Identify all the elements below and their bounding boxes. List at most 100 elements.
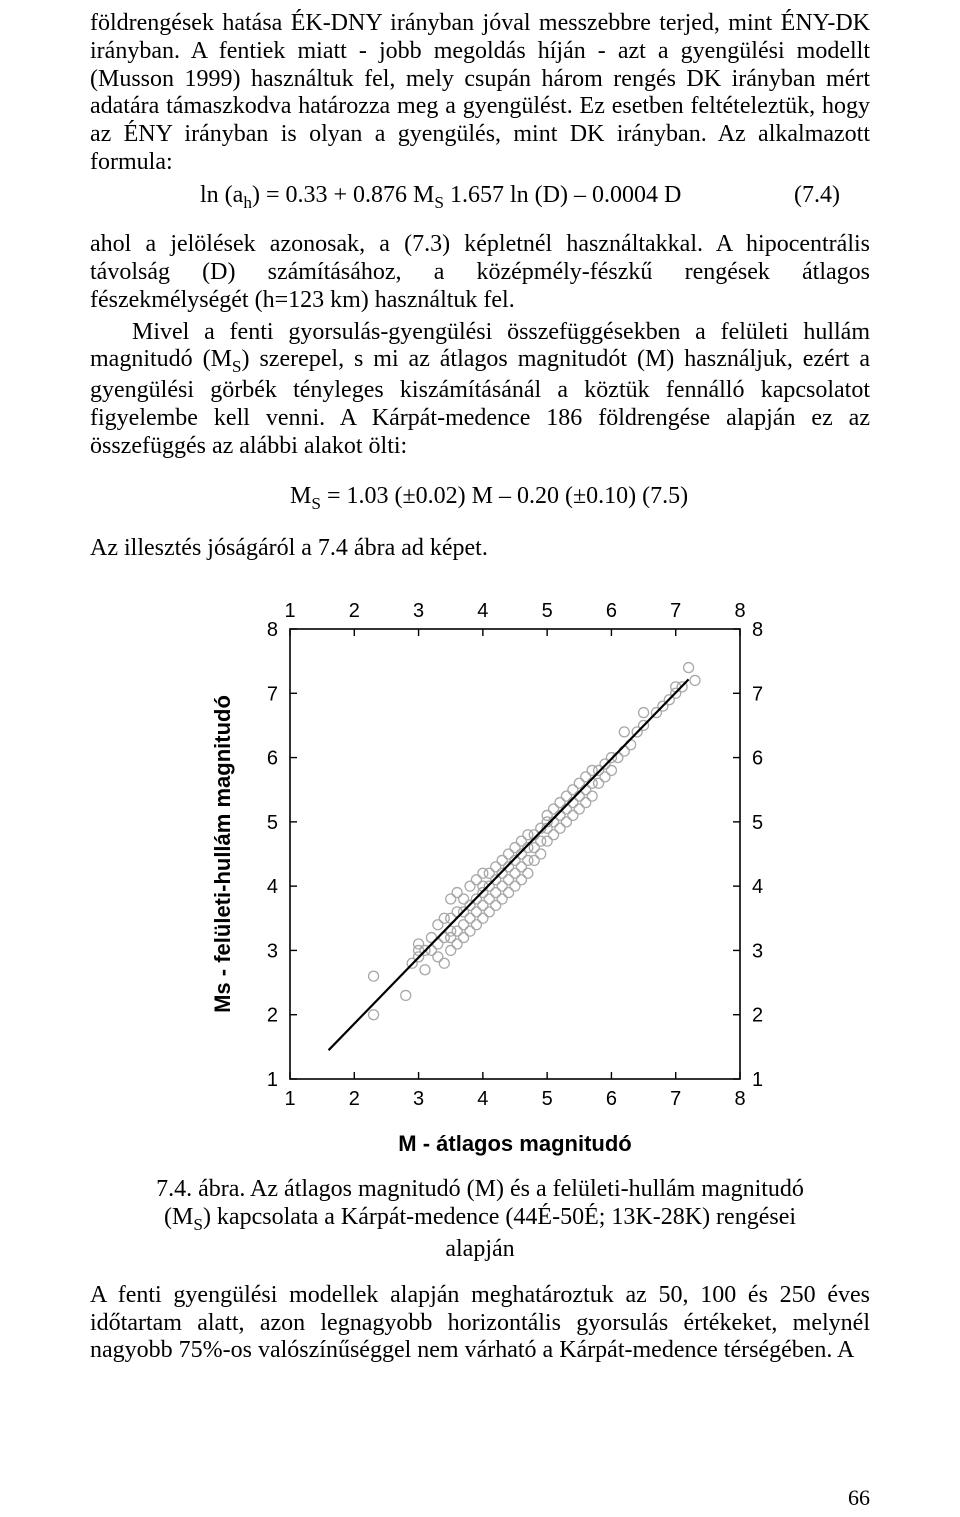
- data-point: [465, 913, 475, 923]
- data-point: [542, 836, 552, 846]
- y-tick-label: 8: [267, 619, 278, 641]
- data-point: [484, 907, 494, 917]
- x-tick-label: 5: [542, 1088, 553, 1110]
- formula-7-4-expr: ln (ah) = 0.33 + 0.876 MS 1.657 ln (D) –…: [200, 181, 681, 213]
- y-tick-label-right: 4: [752, 876, 763, 898]
- y-tick-label-right: 6: [752, 747, 763, 769]
- y-tick-label: 3: [267, 940, 278, 962]
- data-point: [516, 875, 526, 885]
- data-point: [471, 907, 481, 917]
- data-point: [497, 881, 507, 891]
- paragraph-1: földrengések hatása ÉK-DNY irányban jóva…: [90, 10, 870, 177]
- data-point: [587, 791, 597, 801]
- data-point: [465, 926, 475, 936]
- data-point: [491, 887, 501, 897]
- formula-7-4-number: (7.4): [794, 181, 870, 209]
- x-tick-label-top: 5: [542, 600, 553, 622]
- paragraph-2a: ahol a jelölések azonosak, a (7.3) képle…: [90, 231, 870, 314]
- paragraph-4: A fenti gyengülési modellek alapján megh…: [90, 1282, 870, 1365]
- data-point: [549, 830, 559, 840]
- data-point: [639, 707, 649, 717]
- data-point: [491, 900, 501, 910]
- data-point: [510, 842, 520, 852]
- x-tick-label: 4: [477, 1088, 488, 1110]
- data-point: [433, 920, 443, 930]
- data-point: [510, 868, 520, 878]
- data-point: [561, 817, 571, 827]
- data-point: [690, 675, 700, 685]
- y-tick-label-right: 5: [752, 812, 763, 834]
- data-point: [497, 894, 507, 904]
- x-tick-label-top: 1: [284, 600, 295, 622]
- data-point: [529, 842, 539, 852]
- data-point: [555, 823, 565, 833]
- x-tick-label: 2: [349, 1088, 360, 1110]
- x-tick-label-top: 4: [477, 600, 488, 622]
- y-tick-label-right: 3: [752, 940, 763, 962]
- data-point: [536, 849, 546, 859]
- x-tick-label: 7: [670, 1088, 681, 1110]
- data-point: [369, 1010, 379, 1020]
- y-tick-label: 1: [267, 1069, 278, 1091]
- data-point: [446, 894, 456, 904]
- y-tick-label-right: 7: [752, 683, 763, 705]
- data-point: [581, 797, 591, 807]
- y-tick-label: 7: [267, 683, 278, 705]
- scatter-chart: 11223344556677881122334455667788M - átla…: [180, 569, 780, 1169]
- data-point: [619, 727, 629, 737]
- page-number: 66: [848, 1485, 870, 1511]
- x-tick-label-top: 7: [670, 600, 681, 622]
- data-point: [497, 868, 507, 878]
- data-point: [523, 868, 533, 878]
- y-tick-label: 2: [267, 1005, 278, 1027]
- paragraph-2b: Mivel a fenti gyorsulás-gyengülési össze…: [90, 319, 870, 461]
- data-point: [484, 894, 494, 904]
- data-point: [510, 881, 520, 891]
- data-point: [420, 965, 430, 975]
- data-point: [478, 913, 488, 923]
- data-point: [606, 765, 616, 775]
- data-point: [684, 662, 694, 672]
- data-point: [465, 881, 475, 891]
- data-point: [504, 849, 514, 859]
- data-point: [471, 920, 481, 930]
- figure-7-4-caption: 7.4. ábra. Az átlagos magnitudó (M) és a…: [130, 1175, 830, 1264]
- data-point: [555, 797, 565, 807]
- data-point: [574, 804, 584, 814]
- data-point: [516, 836, 526, 846]
- data-point: [594, 778, 604, 788]
- x-tick-label: 8: [734, 1088, 745, 1110]
- data-point: [433, 952, 443, 962]
- data-point: [459, 920, 469, 930]
- data-point: [549, 804, 559, 814]
- y-tick-label: 6: [267, 747, 278, 769]
- figure-7-4: 11223344556677881122334455667788M - átla…: [180, 569, 780, 1169]
- data-point: [446, 945, 456, 955]
- y-axis-label: Ms - felületi-hullám magnitudó: [210, 695, 235, 1013]
- data-point: [561, 791, 571, 801]
- data-point: [568, 785, 578, 795]
- y-tick-label-right: 2: [752, 1005, 763, 1027]
- data-point: [459, 894, 469, 904]
- paragraph-3: Az illesztés jóságáról a 7.4 ábra ad kép…: [90, 535, 870, 563]
- data-point: [452, 939, 462, 949]
- data-point: [491, 862, 501, 872]
- data-point: [459, 932, 469, 942]
- x-tick-label-top: 8: [734, 600, 745, 622]
- data-point: [542, 810, 552, 820]
- data-point: [439, 958, 449, 968]
- data-point: [516, 862, 526, 872]
- x-tick-label-top: 2: [349, 600, 360, 622]
- data-point: [471, 875, 481, 885]
- x-axis-label: M - átlagos magnitudó: [398, 1131, 631, 1156]
- data-point: [484, 868, 494, 878]
- y-tick-label-right: 1: [752, 1069, 763, 1091]
- y-tick-label: 4: [267, 876, 278, 898]
- data-point: [452, 926, 462, 936]
- x-tick-label: 6: [606, 1088, 617, 1110]
- fit-line: [329, 679, 689, 1050]
- data-point: [401, 990, 411, 1000]
- y-tick-label: 5: [267, 812, 278, 834]
- x-tick-label: 3: [413, 1088, 424, 1110]
- formula-7-4: ln (ah) = 0.33 + 0.876 MS 1.657 ln (D) –…: [90, 181, 870, 213]
